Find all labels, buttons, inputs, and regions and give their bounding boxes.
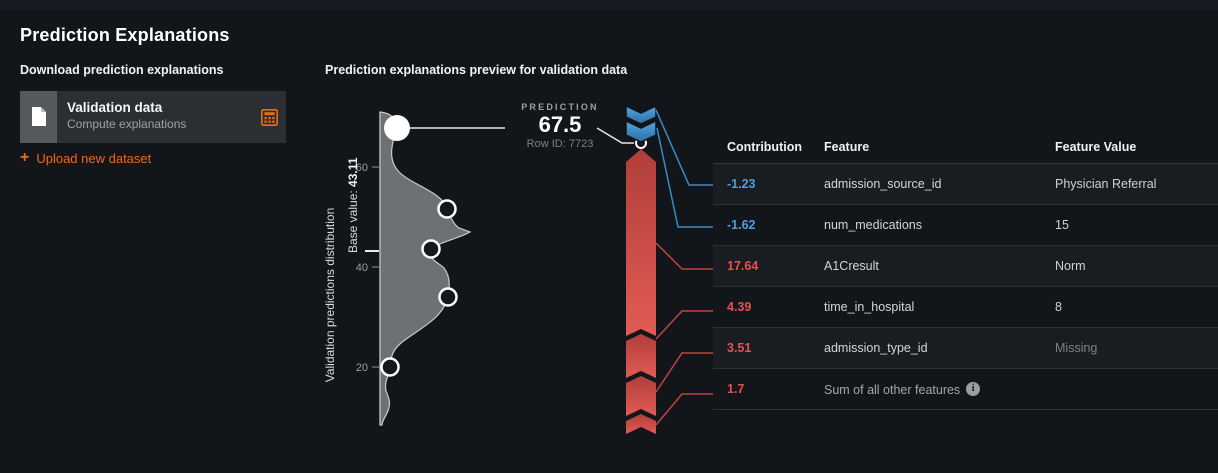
connector-row-1 — [655, 109, 713, 186]
feature-value: Missing — [1055, 341, 1098, 355]
table-row[interactable]: 1.7 Sum of all other features — [713, 369, 1218, 410]
distribution-marker-4[interactable] — [380, 357, 400, 377]
tick-label-20: 20 — [356, 362, 368, 374]
top-divider — [0, 0, 1218, 9]
feature-name: time_in_hospital — [824, 300, 915, 314]
distribution-marker-1[interactable] — [437, 199, 457, 219]
distribution-marker-3[interactable] — [438, 287, 458, 307]
negative-contribution-chevron-2[interactable] — [625, 119, 657, 143]
table-row[interactable]: 3.51 admission_type_id Missing — [713, 328, 1218, 369]
positive-contribution-segment-1[interactable] — [626, 149, 656, 336]
plus-icon: + — [20, 149, 30, 166]
tick-label-60: 60 — [356, 162, 368, 174]
contribution-value: 17.64 — [727, 259, 759, 273]
dataset-card-title: Validation data — [67, 100, 163, 115]
connector-row-4 — [655, 310, 713, 340]
page-title: Prediction Explanations — [20, 25, 230, 45]
info-icon[interactable] — [966, 381, 981, 396]
prediction-callout: PREDICTION 67.5 Row ID: 7723 — [498, 102, 622, 150]
download-section-heading: Download prediction explanations — [20, 63, 224, 77]
base-value-label: Base value: 43.11 — [346, 157, 360, 253]
header-feature: Feature — [824, 139, 870, 154]
explanations-table: Contribution Feature Feature Value -1.23… — [713, 130, 1218, 410]
connector-row-2 — [656, 127, 713, 228]
feature-name: A1Cresult — [824, 259, 879, 273]
compute-explanations-button[interactable] — [252, 91, 286, 143]
feature-value: Physician Referral — [1055, 177, 1157, 191]
contribution-value: -1.23 — [727, 177, 756, 191]
connector-row-3 — [655, 242, 713, 270]
table-header-row: Contribution Feature Feature Value — [713, 130, 1218, 164]
feature-name: Sum of all other features — [824, 381, 1055, 397]
positive-contribution-segment-2[interactable] — [626, 334, 656, 378]
positive-contribution-segment-3[interactable] — [626, 376, 656, 416]
negative-contribution-chevron-1[interactable] — [625, 104, 657, 125]
contribution-value: 4.39 — [727, 300, 752, 314]
feature-name: admission_source_id — [824, 177, 942, 191]
table-row[interactable]: -1.62 num_medications 15 — [713, 205, 1218, 246]
prediction-marker[interactable] — [384, 115, 410, 141]
file-icon — [20, 91, 57, 143]
upload-link-label: Upload new dataset — [36, 150, 152, 166]
table-row[interactable]: -1.23 admission_source_id Physician Refe… — [713, 164, 1218, 205]
validation-distribution-violin[interactable] — [379, 111, 472, 426]
contribution-value: 3.51 — [727, 341, 752, 355]
upload-new-dataset-link[interactable]: + Upload new dataset — [20, 150, 151, 166]
header-feature-value: Feature Value — [1055, 139, 1137, 154]
calculator-icon — [260, 108, 278, 126]
prediction-callout-line-right — [596, 127, 634, 144]
dataset-card-body: Validation data Compute explanations — [57, 91, 252, 143]
table-row[interactable]: 4.39 time_in_hospital 8 — [713, 287, 1218, 328]
prediction-value: 67.5 — [538, 112, 582, 137]
feature-name: admission_type_id — [824, 341, 928, 355]
contribution-value: -1.62 — [727, 218, 756, 232]
connector-row-6 — [655, 393, 713, 426]
prediction-label: PREDICTION — [521, 102, 599, 112]
prediction-row-id: Row ID: 7723 — [526, 138, 594, 151]
feature-value: 8 — [1055, 300, 1062, 314]
validation-data-card[interactable]: Validation data Compute explanations — [20, 91, 286, 143]
preview-section-heading: Prediction explanations preview for vali… — [325, 63, 628, 77]
distribution-marker-2[interactable] — [421, 239, 441, 259]
feature-value: Norm — [1055, 259, 1086, 273]
feature-name: num_medications — [824, 218, 922, 232]
tick-label-40: 40 — [356, 262, 368, 274]
header-contribution: Contribution — [727, 139, 802, 154]
prediction-explanation-chart: 60 40 20 Validation predictions distribu… — [323, 104, 713, 434]
table-row[interactable]: 17.64 A1Cresult Norm — [713, 246, 1218, 287]
contribution-value: 1.7 — [727, 382, 745, 396]
y-axis-label: Validation predictions distribution — [323, 208, 337, 383]
connector-row-5 — [655, 352, 713, 393]
positive-contribution-segment-4[interactable] — [626, 414, 656, 434]
feature-value: 15 — [1055, 218, 1069, 232]
dataset-card-subtitle: Compute explanations — [67, 117, 187, 131]
